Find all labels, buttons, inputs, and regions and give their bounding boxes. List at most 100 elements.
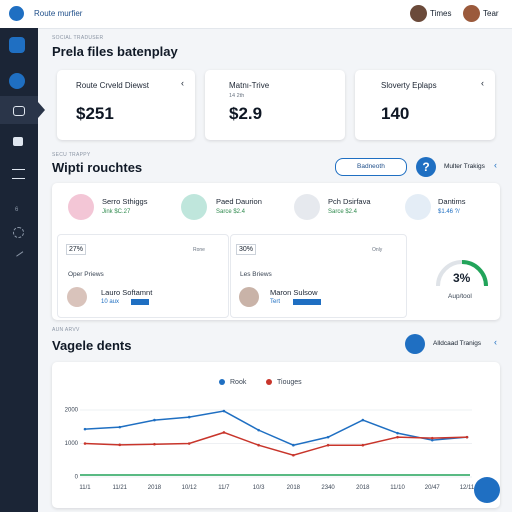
review-detail: 10 aux [101, 299, 120, 305]
card-label: Matnı-Trive [229, 81, 270, 90]
point [153, 442, 156, 446]
chart-panel [52, 362, 500, 508]
x-tick-label: 10/3 [253, 485, 265, 491]
person-detail: Jink $C.27 [102, 209, 131, 215]
chevron[interactable]: ‹ [494, 337, 497, 347]
x-tick-label: 12/11 [460, 485, 475, 491]
point [187, 415, 191, 419]
x-tick-label: 2018 [148, 485, 162, 491]
point [153, 418, 156, 422]
section-title: Wipti rouchtes [52, 160, 143, 175]
review-tag: Only [372, 247, 383, 253]
fab[interactable] [474, 477, 500, 503]
card-value: 140 [381, 104, 410, 123]
chevron[interactable]: ‹ [181, 78, 184, 88]
link[interactable]: Multer Trakigs [444, 163, 485, 170]
legend-swatch [266, 379, 272, 385]
button[interactable] [335, 158, 407, 176]
user-name[interactable]: Tear [483, 9, 499, 18]
review-percent: 27% [66, 244, 87, 255]
section-kicker: SOCIAL TRADUSER [52, 35, 104, 41]
point [83, 427, 87, 431]
point [361, 418, 365, 422]
avatar [405, 194, 431, 220]
review-card[interactable] [230, 234, 407, 318]
point [465, 435, 469, 439]
point [396, 435, 399, 439]
stat-card[interactable] [205, 70, 345, 140]
x-tick-label: 2018 [287, 485, 301, 491]
section-title: Prela files batenplay [52, 44, 178, 59]
user-name[interactable]: Times [430, 9, 452, 18]
review-name: Lauro Softamnt [101, 288, 153, 297]
stat-card[interactable] [355, 70, 495, 140]
person-name[interactable]: Pch Dsirfava [328, 197, 371, 206]
badge [293, 299, 321, 305]
link[interactable]: Alldcaad Tranigs [433, 340, 482, 347]
card-label: Route Crveld Diewst [76, 81, 149, 90]
stat-card[interactable] [57, 70, 195, 140]
point [430, 436, 434, 440]
button-label[interactable]: Badneoth [357, 163, 385, 170]
y-tick-label: 2000 [65, 408, 79, 414]
point [118, 443, 122, 447]
avatar[interactable] [463, 5, 480, 22]
icon-button[interactable] [405, 334, 425, 354]
point [83, 442, 87, 445]
point [292, 453, 295, 457]
sidebar-badge: 6 [15, 207, 19, 213]
chevron[interactable]: ‹ [494, 160, 497, 170]
card-value: $251 [76, 104, 114, 123]
gauge-arc [461, 260, 488, 287]
point [430, 438, 434, 442]
y-tick-label: 0 [75, 475, 79, 481]
series-line [84, 431, 468, 457]
chevron[interactable]: ‹ [481, 78, 484, 88]
point [361, 443, 365, 447]
card-label: Sloverty Eplaps [381, 81, 437, 90]
point [292, 443, 295, 447]
x-tick-label: 2018 [356, 485, 370, 491]
nav-icon[interactable] [13, 227, 24, 238]
review-card[interactable] [57, 234, 229, 318]
nav-icon[interactable] [9, 37, 25, 53]
brand: Route murfier [34, 9, 83, 18]
avatar [239, 287, 259, 307]
card-sub: 14 2th [229, 93, 245, 99]
review-detail: Tert [270, 299, 281, 305]
nav-icon [13, 106, 25, 116]
point [222, 409, 226, 413]
person-detail: Sarce $2.4 [216, 209, 246, 215]
x-tick-label: 11/10 [390, 485, 405, 491]
point [396, 431, 399, 435]
card-value: $2.9 [229, 104, 263, 123]
nav-icon[interactable] [9, 73, 25, 89]
legend-swatch [219, 379, 225, 385]
nav-icon[interactable] [12, 169, 25, 179]
person-name[interactable]: Serro Sthiggs [102, 197, 148, 206]
gauge-value: 3% [453, 271, 471, 285]
point [222, 431, 226, 434]
x-tick-label: 20/47 [425, 485, 441, 491]
x-tick-label: 11/7 [218, 485, 230, 491]
nav-icon[interactable] [13, 137, 23, 146]
point [257, 443, 260, 447]
avatar [181, 194, 207, 220]
review-title: Les Briews [240, 271, 272, 278]
section-kicker: AUN ARVV [52, 327, 80, 333]
x-tick-label: 10/12 [182, 485, 198, 491]
point [326, 435, 330, 439]
legend-label: Tiouges [277, 379, 302, 386]
legend-label: Rook [230, 379, 247, 386]
person-name[interactable]: Dantims [438, 197, 466, 206]
point [326, 443, 330, 447]
avatar[interactable] [410, 5, 427, 22]
gauge [436, 260, 488, 287]
nav-active[interactable] [0, 96, 38, 124]
help-icon[interactable]: ? [416, 157, 436, 177]
person-name[interactable]: Paed Daurion [216, 197, 262, 206]
review-title: Oper Priews [68, 271, 104, 278]
logo[interactable] [9, 6, 24, 21]
